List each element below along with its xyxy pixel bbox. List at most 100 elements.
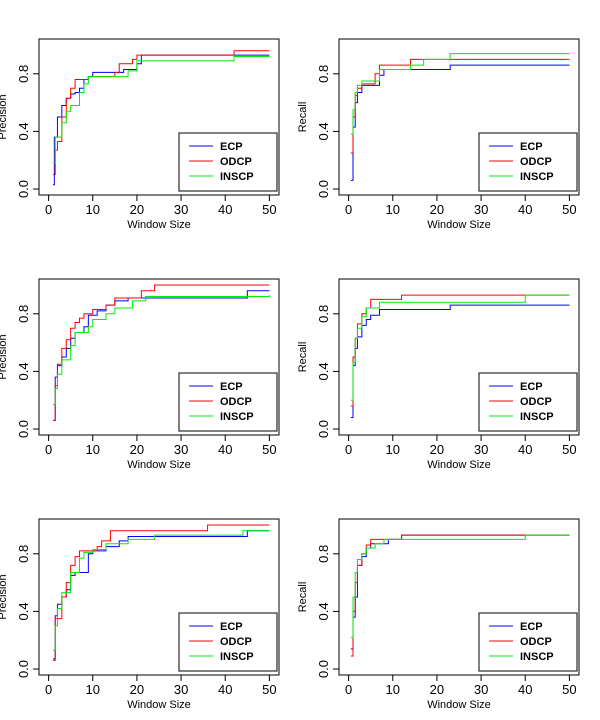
y-tick-label: 0.4 xyxy=(16,362,31,380)
series-line-odcp xyxy=(350,58,570,154)
x-tick-label: 20 xyxy=(430,682,444,697)
x-tick-label: 0 xyxy=(45,682,52,697)
legend-box xyxy=(478,132,578,192)
x-tick-label: 10 xyxy=(86,442,100,457)
x-tick-label: 50 xyxy=(262,682,276,697)
legend-label-odcp: ODCP xyxy=(520,156,552,168)
chart-panel-5: 0 10 20 30 40 50 Window Size 0.0 0.4 0.8 Precision… xyxy=(0,518,280,711)
legend-box xyxy=(178,132,278,192)
series-line-ecp xyxy=(53,530,270,660)
legend-label-inscp: INSCP xyxy=(520,651,554,663)
y-axis: 0.0 0.4 0.8 xyxy=(16,545,40,678)
x-tick-label: 40 xyxy=(218,682,232,697)
chart-panel-6: 0 10 20 30 40 50 Window Size 0.0 0.4 0.8 Recall ECP… xyxy=(297,518,580,711)
legend-label-inscp: INSCP xyxy=(220,171,254,183)
x-axis-title: Window Size xyxy=(127,459,191,471)
x-tick-label: 40 xyxy=(518,682,532,697)
y-axis-title: Recall xyxy=(297,102,309,133)
y-tick-label: 0.8 xyxy=(16,545,31,563)
y-axis-title: Precision xyxy=(0,334,9,379)
legend-label-ecp: ECP xyxy=(220,141,243,153)
x-tick-label: 10 xyxy=(86,682,100,697)
x-tick-label: 30 xyxy=(474,202,488,217)
x-tick-label: 20 xyxy=(430,202,444,217)
series-line-inscp xyxy=(350,534,570,638)
x-tick-label: 40 xyxy=(518,202,532,217)
x-tick-label: 10 xyxy=(386,682,400,697)
x-tick-label: 40 xyxy=(218,202,232,217)
series-line-odcp xyxy=(53,50,270,176)
x-tick-label: 30 xyxy=(474,442,488,457)
x-axis-title: Window Size xyxy=(427,219,491,231)
series-line-odcp xyxy=(53,284,270,421)
x-axis-title: Window Size xyxy=(427,699,491,711)
x-tick-label: 50 xyxy=(562,682,576,697)
legend: ECP ODCP INSCP xyxy=(478,132,578,192)
chart-panel-3: 0 10 20 30 40 50 Window Size 0.0 0.4 0.8 Precision… xyxy=(0,278,280,471)
x-tick-label: 0 xyxy=(345,442,352,457)
x-axis-title: Window Size xyxy=(427,459,491,471)
x-axis: 0 10 20 30 40 50 xyxy=(345,674,577,697)
legend-label-odcp: ODCP xyxy=(220,396,252,408)
y-tick-label: 0.0 xyxy=(316,420,331,438)
legend: ECP ODCP INSCP xyxy=(478,372,578,432)
series-line-inscp xyxy=(53,56,270,164)
x-tick-label: 20 xyxy=(130,202,144,217)
legend-box xyxy=(178,372,278,432)
series-line-ecp xyxy=(53,290,270,421)
x-axis: 0 10 20 30 40 50 xyxy=(45,194,277,217)
y-tick-label: 0.0 xyxy=(16,420,31,438)
legend-label-ecp: ECP xyxy=(520,621,543,633)
legend-label-odcp: ODCP xyxy=(220,636,252,648)
y-axis-title: Precision xyxy=(0,94,9,139)
x-axis-title: Window Size xyxy=(127,219,191,231)
y-tick-label: 0.0 xyxy=(16,660,31,678)
y-tick-label: 0.8 xyxy=(316,65,331,83)
x-tick-label: 0 xyxy=(345,682,352,697)
y-axis: 0.0 0.4 0.8 xyxy=(316,545,340,678)
series-line-ecp xyxy=(350,304,570,418)
series-line-inscp xyxy=(53,295,270,406)
x-axis: 0 10 20 30 40 50 xyxy=(345,194,577,217)
y-axis: 0.0 0.4 0.8 xyxy=(316,65,340,198)
y-tick-label: 0.8 xyxy=(316,305,331,323)
legend: ECP ODCP INSCP xyxy=(478,612,578,672)
y-tick-label: 0.8 xyxy=(316,545,331,563)
x-axis-title: Window Size xyxy=(127,699,191,711)
x-tick-label: 40 xyxy=(518,442,532,457)
series-line-ecp xyxy=(53,54,270,186)
x-tick-label: 30 xyxy=(174,202,188,217)
y-tick-label: 0.4 xyxy=(316,362,331,380)
legend-label-inscp: INSCP xyxy=(220,411,254,423)
x-tick-label: 10 xyxy=(386,202,400,217)
x-tick-label: 50 xyxy=(262,442,276,457)
x-axis: 0 10 20 30 40 50 xyxy=(45,434,277,457)
legend-label-inscp: INSCP xyxy=(520,411,554,423)
legend-label-ecp: ECP xyxy=(520,381,543,393)
x-tick-label: 30 xyxy=(174,442,188,457)
x-tick-label: 10 xyxy=(86,202,100,217)
y-tick-label: 0.4 xyxy=(316,602,331,620)
y-axis-title: Precision xyxy=(0,574,9,619)
legend-label-ecp: ECP xyxy=(220,621,243,633)
legend-label-ecp: ECP xyxy=(220,381,243,393)
chart-panel-2: 0 10 20 30 40 50 Window Size 0.0 0.4 0.8 Recall ECP… xyxy=(297,38,580,231)
series-line-inscp xyxy=(53,530,270,651)
x-tick-label: 0 xyxy=(45,202,52,217)
legend-label-odcp: ODCP xyxy=(520,636,552,648)
legend-label-ecp: ECP xyxy=(520,141,543,153)
legend-label-inscp: INSCP xyxy=(520,171,554,183)
y-tick-label: 0.0 xyxy=(316,660,331,678)
y-axis-title: Recall xyxy=(297,342,309,373)
y-tick-label: 0.0 xyxy=(16,180,31,198)
y-tick-label: 0.0 xyxy=(316,180,331,198)
x-tick-label: 20 xyxy=(430,442,444,457)
y-axis: 0.0 0.4 0.8 xyxy=(16,65,40,198)
y-tick-label: 0.4 xyxy=(16,122,31,140)
x-tick-label: 0 xyxy=(45,442,52,457)
legend-label-odcp: ODCP xyxy=(520,396,552,408)
x-tick-label: 30 xyxy=(474,682,488,697)
y-tick-label: 0.8 xyxy=(16,65,31,83)
legend: ECP ODCP INSCP xyxy=(178,372,278,432)
